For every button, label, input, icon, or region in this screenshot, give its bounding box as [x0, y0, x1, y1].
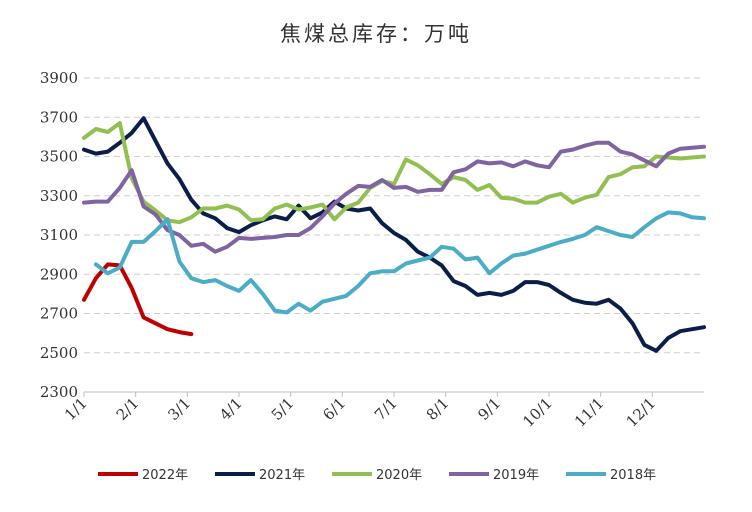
y-tick-label: 2500: [40, 344, 78, 362]
series-lines: [82, 116, 706, 353]
x-tick-label: 5/1: [268, 394, 298, 424]
x-tick-label: 7/1: [371, 394, 401, 424]
y-tick-label: 3500: [40, 148, 78, 166]
series-line-2022年: [82, 262, 194, 337]
x-tick-label: 8/1: [423, 394, 453, 424]
legend: 2022年 2021年 2020年 2019年 2018年: [98, 468, 656, 483]
y-tick-label: 3100: [40, 226, 78, 244]
x-tick-label: 10/1: [519, 394, 556, 431]
x-tick-label: 11/1: [571, 394, 608, 431]
chart-title: 焦煤总库存：万吨: [280, 22, 472, 46]
series-line-2018年: [93, 210, 706, 315]
x-tick-label: 6/1: [319, 394, 349, 424]
x-tick-label: 2/1: [113, 394, 143, 424]
y-tick-label: 2900: [40, 265, 78, 283]
grid-lines: [84, 77, 704, 354]
legend-label: 2018年: [610, 468, 656, 483]
y-tick-label: 3700: [40, 108, 78, 126]
y-tick-label: 3300: [40, 187, 78, 205]
x-tick-label: 9/1: [474, 394, 504, 424]
legend-label: 2021年: [259, 468, 305, 483]
legend-label: 2022年: [142, 468, 188, 483]
series-line-2021年: [82, 116, 706, 353]
legend-label: 2020年: [376, 468, 422, 483]
series-line-2020年: [82, 121, 706, 225]
series-line-2019年: [82, 140, 706, 254]
legend-label: 2019年: [493, 468, 539, 483]
y-tick-label: 2700: [40, 305, 78, 323]
y-tick-label: 2300: [40, 383, 78, 401]
x-tick-label: 3/1: [164, 394, 194, 424]
x-tick-label: 4/1: [216, 394, 246, 424]
y-tick-label: 3900: [40, 69, 78, 87]
x-tick-label: 12/1: [623, 394, 660, 431]
